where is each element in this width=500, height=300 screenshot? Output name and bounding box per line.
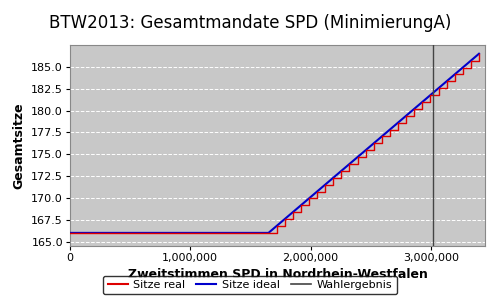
- Y-axis label: Gesamtsitze: Gesamtsitze: [12, 102, 26, 189]
- X-axis label: Zweitstimmen SPD in Nordrhein-Westfalen: Zweitstimmen SPD in Nordrhein-Westfalen: [128, 268, 428, 281]
- Legend: Sitze real, Sitze ideal, Wahlergebnis: Sitze real, Sitze ideal, Wahlergebnis: [103, 276, 397, 294]
- Text: BTW2013: Gesamtmandate SPD (MinimierungA): BTW2013: Gesamtmandate SPD (MinimierungA…: [49, 14, 451, 32]
